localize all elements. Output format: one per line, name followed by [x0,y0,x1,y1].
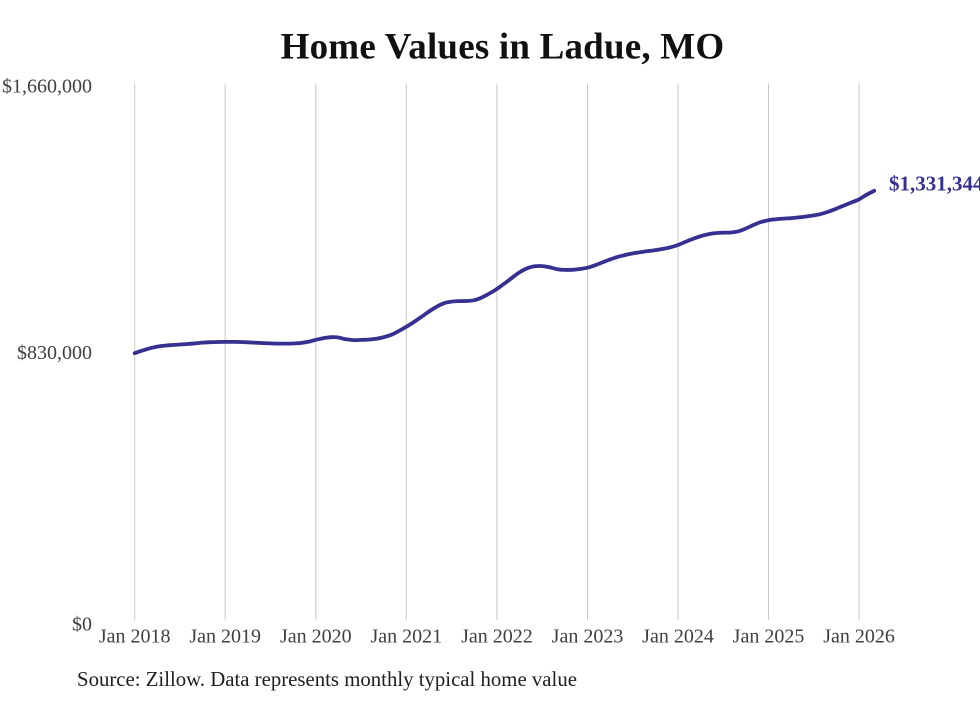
svg-text:Jan 2022: Jan 2022 [461,626,533,648]
svg-text:$1,660,000: $1,660,000 [2,76,92,98]
svg-text:$1,331,344: $1,331,344 [889,171,980,195]
svg-text:Jan 2018: Jan 2018 [99,626,171,648]
svg-text:Jan 2020: Jan 2020 [280,626,352,648]
svg-text:Jan 2019: Jan 2019 [189,626,261,648]
svg-text:Jan 2026: Jan 2026 [823,626,895,648]
svg-text:Jan 2025: Jan 2025 [733,626,805,648]
svg-text:Home Values in Ladue, MO: Home Values in Ladue, MO [281,27,725,68]
svg-text:$830,000: $830,000 [17,342,92,364]
svg-text:Jan 2021: Jan 2021 [370,626,442,648]
svg-text:$0: $0 [72,614,92,636]
svg-text:Jan 2024: Jan 2024 [642,626,714,648]
svg-text:Jan 2023: Jan 2023 [552,626,624,648]
svg-text:Source: Zillow. Data represent: Source: Zillow. Data represents monthly … [77,668,577,691]
